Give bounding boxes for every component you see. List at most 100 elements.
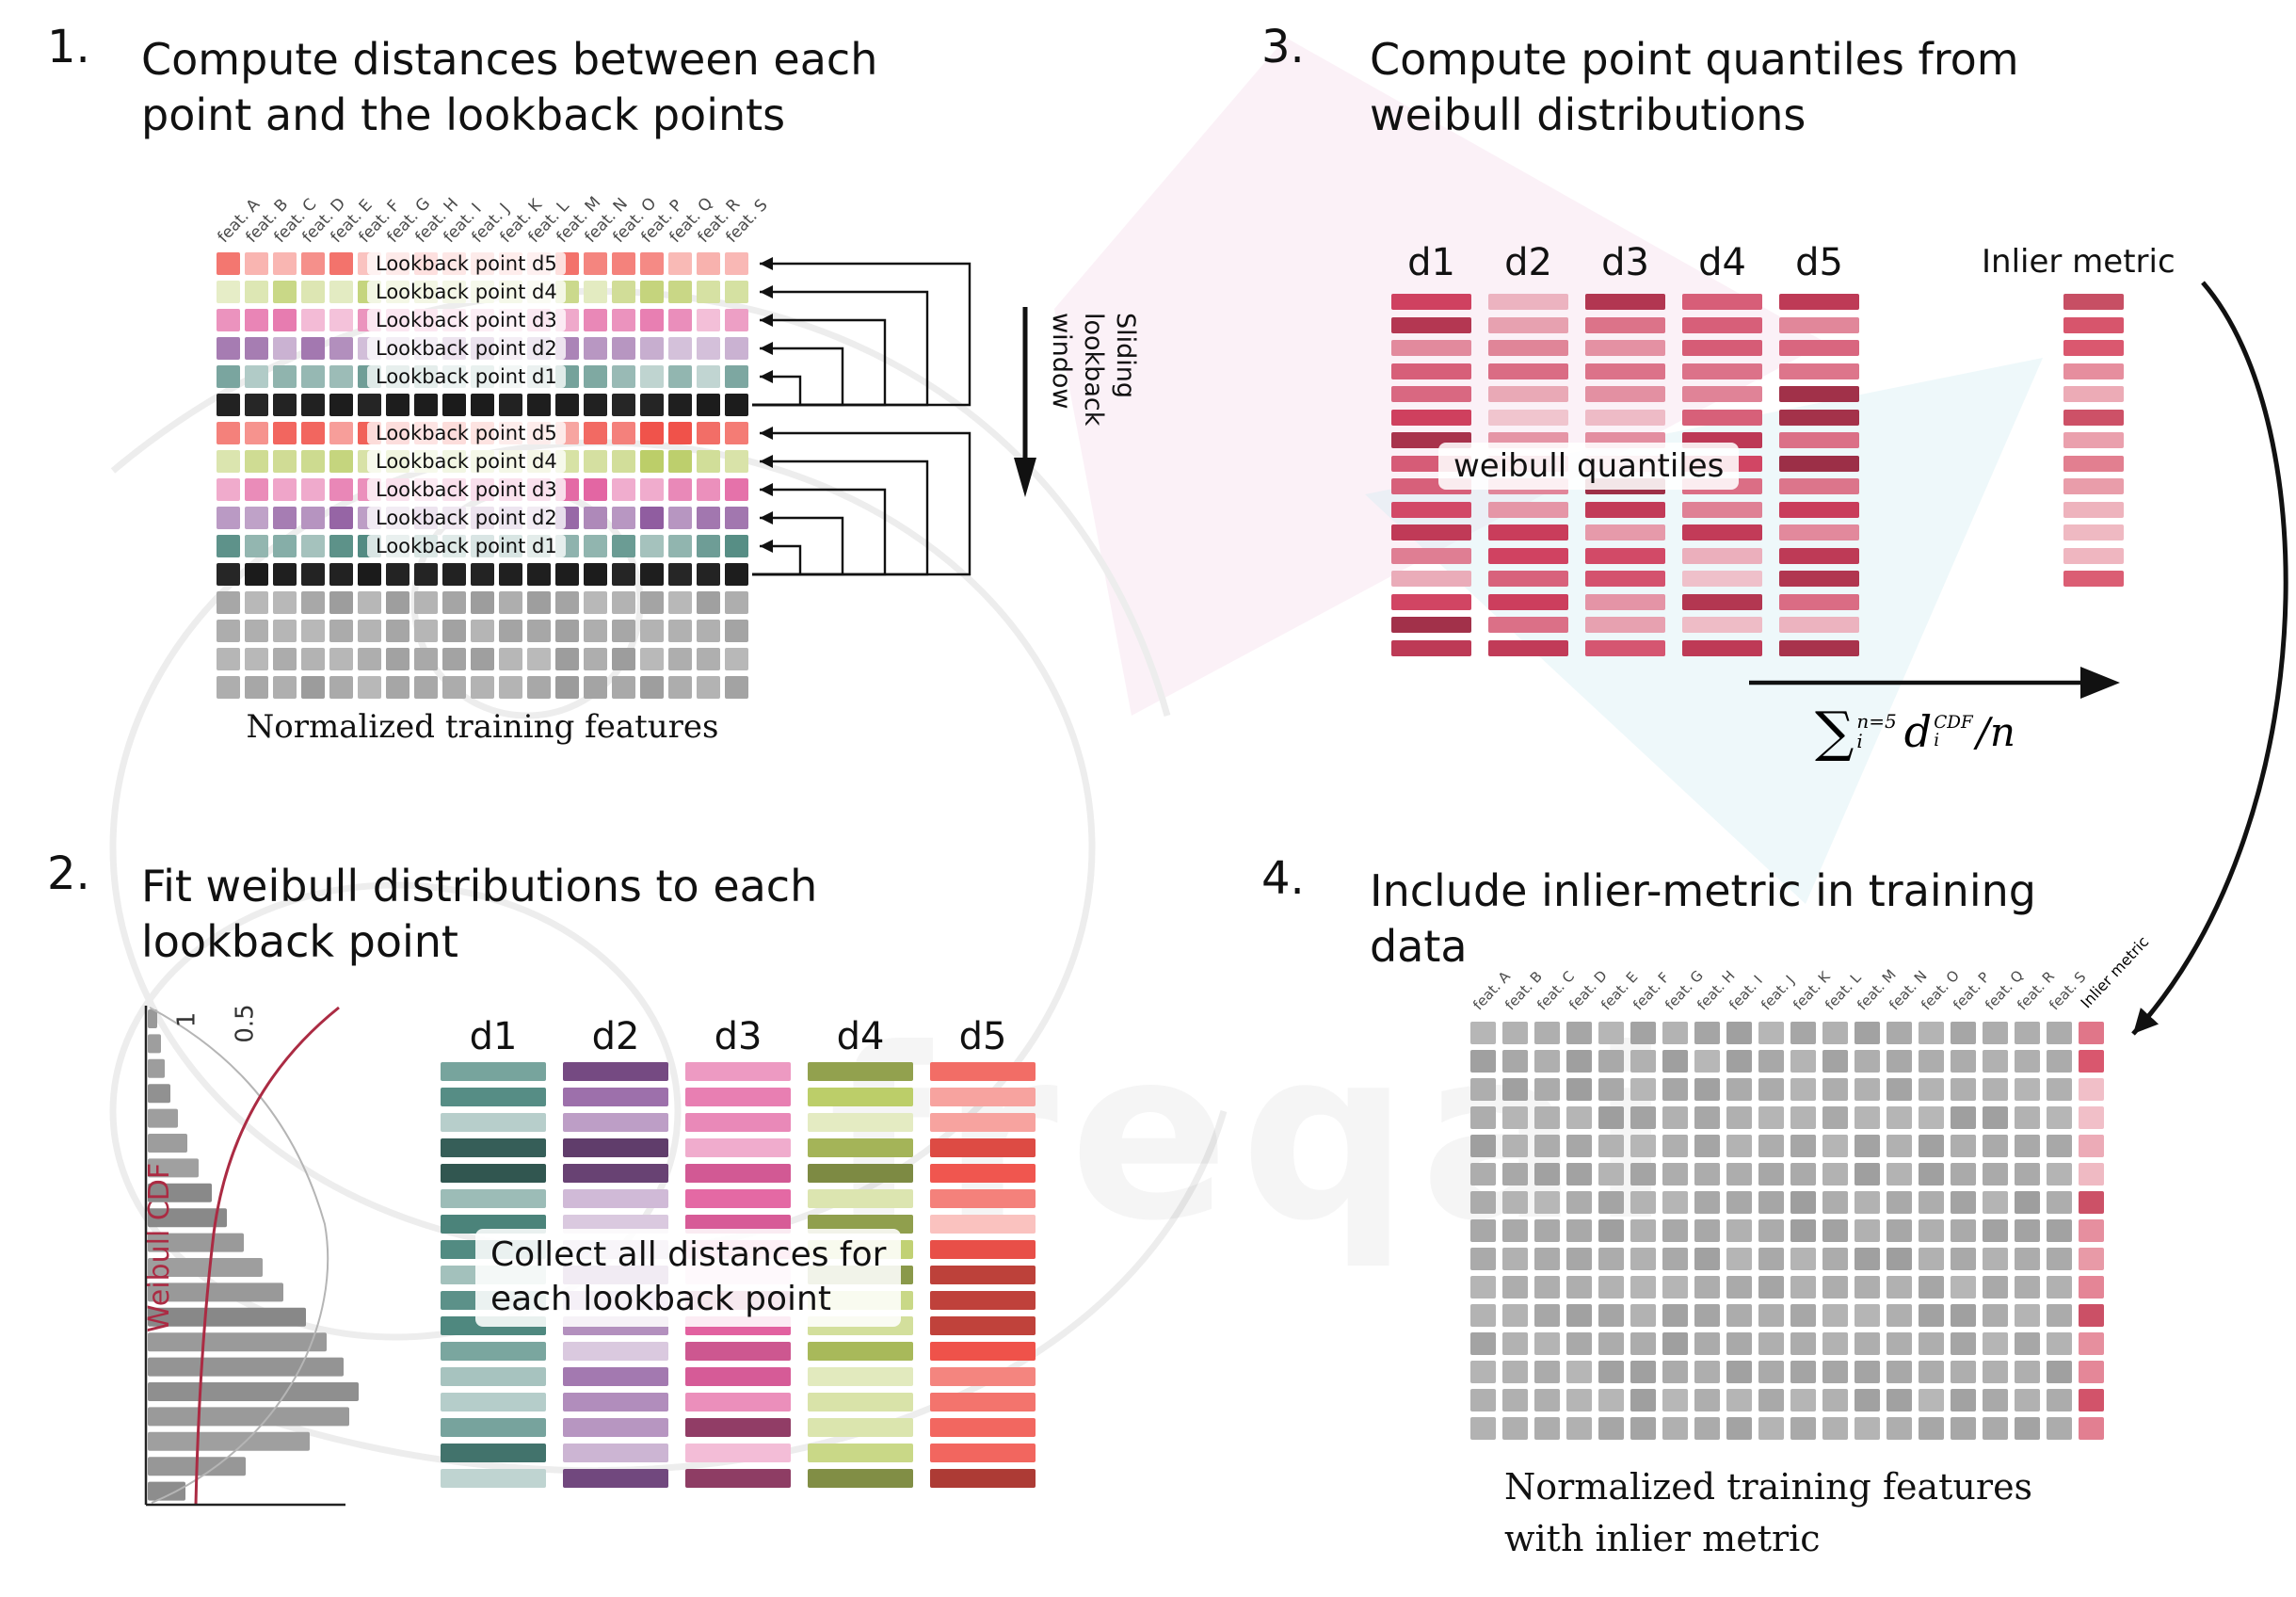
feature-cell [2015, 1163, 2040, 1186]
feature-cell [1951, 1191, 1976, 1214]
feature-cell [1951, 1022, 1976, 1044]
lookback-row-label: Lookback point d3 [367, 478, 566, 501]
inlier-metric-cell [2079, 1248, 2104, 1270]
feature-cell [1662, 1361, 1688, 1383]
feature-cell [1598, 1304, 1624, 1327]
feature-cell [217, 281, 240, 303]
panel2-title-line1: Fit weibull distributions to each [141, 861, 818, 911]
quantile-bar [1585, 524, 1665, 540]
feature-cell [499, 676, 522, 699]
feature-cell [640, 535, 664, 557]
feature-cell [697, 422, 720, 444]
quantile-bar [1682, 571, 1762, 587]
lookback-row-label: Lookback point d5 [367, 422, 566, 444]
feature-cell [1694, 1332, 1720, 1355]
feature-cell [329, 394, 353, 416]
distance-bar [808, 1062, 913, 1081]
feature-cell [2047, 1276, 2072, 1299]
inlier-metric-cell [2079, 1135, 2104, 1157]
feature-cell [612, 591, 635, 614]
feature-cell [1502, 1304, 1528, 1327]
feature-cell [273, 394, 297, 416]
feature-cell [1822, 1078, 1848, 1101]
feature-cell [1983, 1276, 2008, 1299]
feature-cell [273, 252, 297, 275]
formula-sum-symbol: ∑ [1815, 700, 1854, 764]
quantile-bar [1779, 294, 1859, 310]
feature-cell [2015, 1389, 2040, 1411]
inlier-metric-column [2063, 294, 2124, 587]
feature-cell [725, 591, 748, 614]
distance-bar [441, 1113, 546, 1132]
feature-cell [1887, 1361, 1912, 1383]
lookback-row-label: Lookback point d5 [367, 252, 566, 275]
feature-cell [217, 422, 240, 444]
quantile-bar [1391, 547, 1471, 564]
distance-bar [441, 1469, 546, 1488]
feature-cell [612, 676, 635, 699]
quantile-bar [1682, 340, 1762, 356]
feature-cell [1662, 1078, 1688, 1101]
feature-cell [499, 648, 522, 670]
feature-cell [1919, 1163, 1944, 1186]
quantile-bar [1585, 316, 1665, 333]
inlier-metric-cell [2079, 1304, 2104, 1327]
feature-cell [1758, 1361, 1784, 1383]
feature-cell [442, 648, 466, 670]
feature-cell [1951, 1304, 1976, 1327]
feature-cell [1566, 1050, 1592, 1073]
feature-cell [1502, 1219, 1528, 1242]
lookback-row-label: Lookback point d2 [367, 337, 566, 360]
lookback-row-label: Lookback point d4 [367, 450, 566, 473]
distance-bar [441, 1138, 546, 1157]
feature-cell [414, 648, 438, 670]
feature-cell [2015, 1135, 2040, 1157]
inlier-metric-cell [2079, 1078, 2104, 1101]
feature-cell [414, 591, 438, 614]
feature-cell [668, 676, 692, 699]
feature-cell [697, 450, 720, 473]
feature-cell [1470, 1106, 1496, 1129]
quantile-label-d3: d3 [1601, 241, 1649, 284]
feature-cell [1502, 1389, 1528, 1411]
feature-cell [1854, 1163, 1880, 1186]
feature-cell [471, 394, 494, 416]
feature-cell [1598, 1050, 1624, 1073]
feature-cell [1887, 1248, 1912, 1270]
inlier-metric-cell [2079, 1106, 2104, 1129]
feature-cell [1470, 1219, 1496, 1242]
feature-cell [725, 252, 748, 275]
feature-cell [1630, 1135, 1656, 1157]
feature-cell [2015, 1022, 2040, 1044]
feature-cell [2015, 1078, 2040, 1101]
quantile-bar [1391, 593, 1471, 610]
feature-cell [725, 563, 748, 586]
distance-label-d5: d5 [958, 1015, 1007, 1058]
feature-cell [668, 422, 692, 444]
feature-cell [668, 309, 692, 331]
feature-cell [301, 422, 325, 444]
feature-cell [1790, 1022, 1816, 1044]
feature-cell [414, 620, 438, 642]
feature-cell [273, 507, 297, 529]
quantile-bar [1391, 501, 1471, 518]
feature-cell [612, 563, 635, 586]
feature-cell [640, 309, 664, 331]
feature-cell [1983, 1078, 2008, 1101]
feature-cell [1662, 1417, 1688, 1440]
feature-cell [2047, 1022, 2072, 1044]
feature-cell [245, 648, 268, 670]
feature-cell [1854, 1191, 1880, 1214]
feature-cell [386, 648, 409, 670]
feature-cell [1470, 1191, 1496, 1214]
feature-cell [1887, 1332, 1912, 1355]
feature-cell [1790, 1276, 1816, 1299]
feature-cell [414, 676, 438, 699]
feature-cell [386, 591, 409, 614]
distance-bar [930, 1164, 1036, 1183]
feature-cell [640, 591, 664, 614]
feature-cell [301, 535, 325, 557]
feature-cell [1566, 1163, 1592, 1186]
feature-cell [273, 591, 297, 614]
feature-cell [697, 563, 720, 586]
